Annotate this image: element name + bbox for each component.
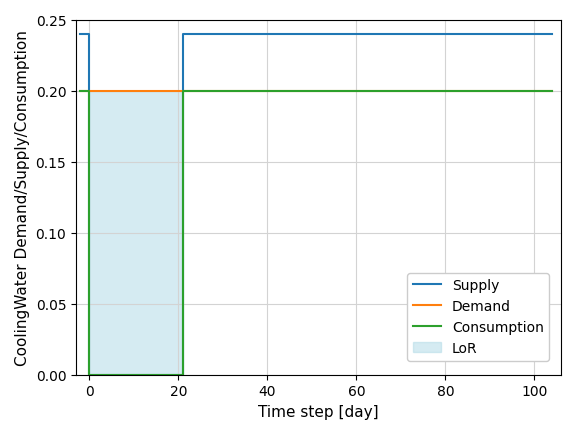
Line: Supply: Supply xyxy=(81,35,552,375)
Supply xyxy=(77,32,84,37)
Legend: Supply, Demand, Consumption, LoR: Supply, Demand, Consumption, LoR xyxy=(407,273,549,361)
Consumption xyxy=(77,89,84,94)
Supply xyxy=(179,372,186,378)
Supply xyxy=(86,32,93,37)
X-axis label: Time step [day]: Time step [day] xyxy=(258,404,379,419)
Supply xyxy=(549,32,556,37)
Y-axis label: CoolingWater Demand/Supply/Consumption: CoolingWater Demand/Supply/Consumption xyxy=(15,30,30,365)
Consumption xyxy=(179,372,186,378)
Supply xyxy=(86,372,93,378)
Consumption xyxy=(86,89,93,94)
Line: Consumption: Consumption xyxy=(81,91,552,375)
Consumption xyxy=(86,372,93,378)
Consumption xyxy=(179,89,186,94)
Consumption xyxy=(549,89,556,94)
Supply xyxy=(179,32,186,37)
